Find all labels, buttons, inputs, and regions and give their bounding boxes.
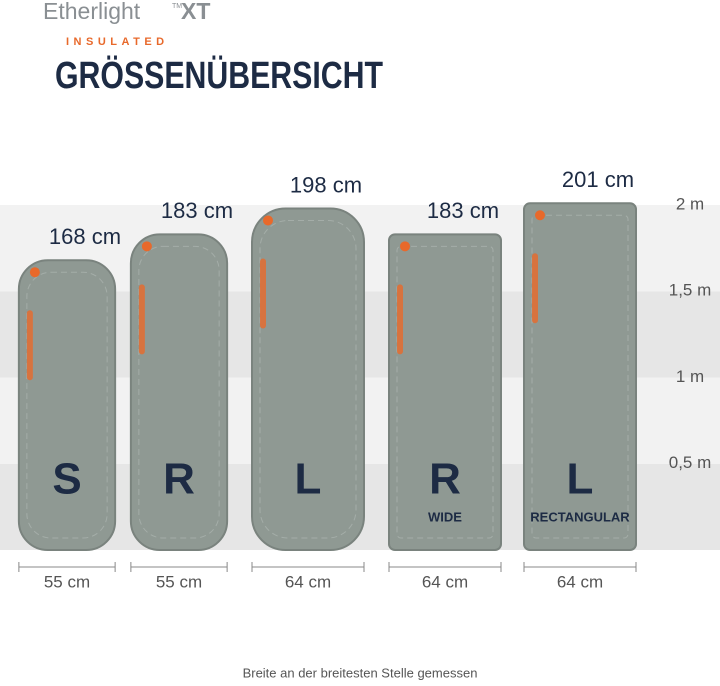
brand-model: XT [181, 0, 210, 24]
mat-logo [397, 284, 403, 355]
mat [17, 259, 117, 551]
chart-title: GRÖSSENÜBERSICHT [55, 54, 383, 97]
mat-valve [141, 241, 152, 252]
mat [388, 233, 502, 551]
value-label: 183 cm [161, 198, 233, 223]
y-tick-label: 0,5 m [669, 453, 712, 472]
mat-pattern [138, 245, 220, 539]
width-label: 64 cm [557, 572, 603, 591]
category-label: R [429, 455, 461, 504]
brand-line: INSULATED [66, 36, 169, 48]
mat-valve [29, 267, 40, 278]
mat-pattern [259, 219, 357, 539]
value-label: 168 cm [49, 224, 121, 249]
category-label: R [163, 455, 195, 504]
value-label: 183 cm [427, 198, 499, 223]
brand-name: Etherlight [43, 0, 141, 24]
mat-logo [532, 253, 538, 324]
y-tick-label: 2 m [676, 194, 704, 213]
footnote: Breite an der breitesten Stelle gemessen [243, 665, 478, 680]
width-label: 55 cm [156, 572, 202, 591]
value-label: 201 cm [562, 167, 634, 192]
mat-pattern [26, 271, 108, 539]
category-note: RECTANGULAR [530, 509, 630, 524]
width-label: 64 cm [285, 572, 331, 591]
mat-logo [260, 258, 266, 329]
mat-pattern [396, 245, 494, 539]
value-label: 198 cm [290, 172, 362, 197]
mat-logo [26, 310, 33, 381]
category-label: L [295, 455, 322, 504]
category-label: L [567, 455, 594, 504]
mat-pattern [531, 214, 629, 539]
category-note: WIDE [428, 509, 462, 524]
width-label: 55 cm [44, 572, 90, 591]
brand-mark: TM [172, 3, 182, 10]
mat-valve [263, 215, 273, 226]
mat [523, 202, 637, 551]
y-tick-label: 1 m [676, 367, 704, 386]
mat [251, 207, 365, 551]
mat-logo [138, 284, 145, 355]
mat [129, 233, 229, 551]
category-label: S [52, 455, 81, 504]
mat-valve [535, 210, 545, 221]
width-label: 64 cm [422, 572, 468, 591]
y-tick-label: 1,5 m [669, 281, 712, 300]
mat-valve [400, 241, 410, 252]
